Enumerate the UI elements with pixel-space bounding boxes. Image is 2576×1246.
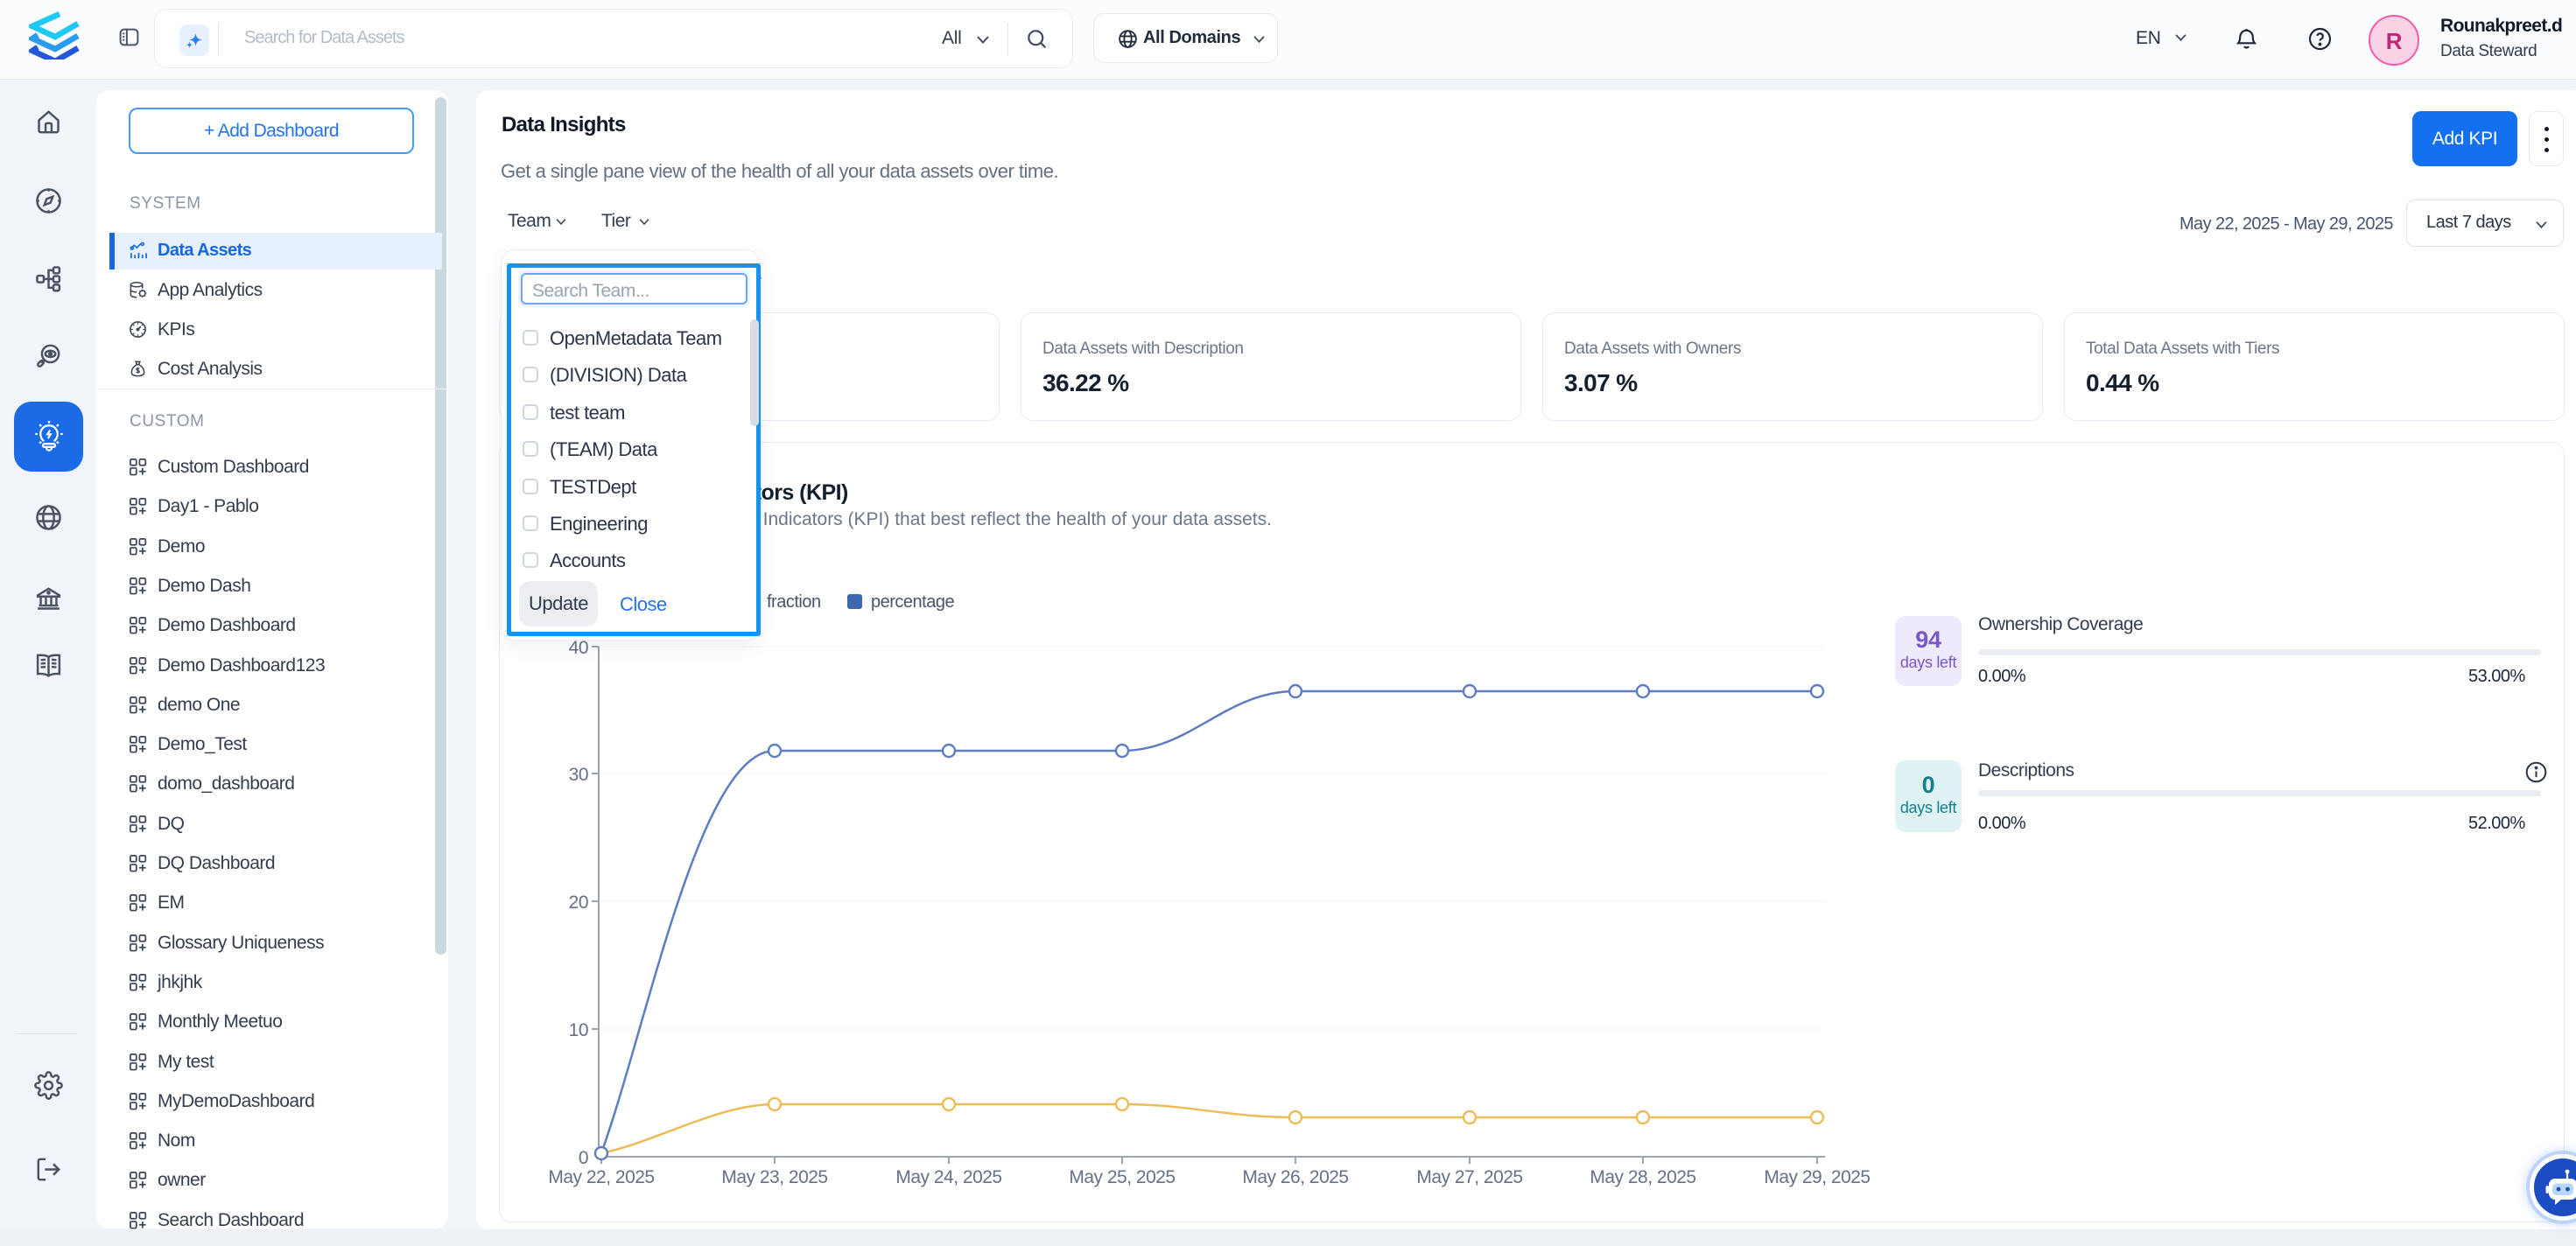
svg-text:May 23, 2025: May 23, 2025 xyxy=(721,1167,827,1187)
svg-text:20: 20 xyxy=(569,892,588,913)
svg-text:40: 40 xyxy=(569,638,588,658)
svg-text:May 29, 2025: May 29, 2025 xyxy=(1764,1167,1870,1187)
svg-text:May 25, 2025: May 25, 2025 xyxy=(1069,1167,1175,1187)
svg-text:May 24, 2025: May 24, 2025 xyxy=(895,1167,1001,1187)
svg-text:0: 0 xyxy=(579,1148,588,1168)
svg-text:10: 10 xyxy=(569,1020,588,1040)
svg-text:May 22, 2025: May 22, 2025 xyxy=(548,1167,654,1187)
svg-text:May 27, 2025: May 27, 2025 xyxy=(1416,1167,1522,1187)
svg-text:May 28, 2025: May 28, 2025 xyxy=(1590,1167,1695,1187)
svg-text:30: 30 xyxy=(569,765,588,785)
svg-text:May 26, 2025: May 26, 2025 xyxy=(1242,1167,1348,1187)
